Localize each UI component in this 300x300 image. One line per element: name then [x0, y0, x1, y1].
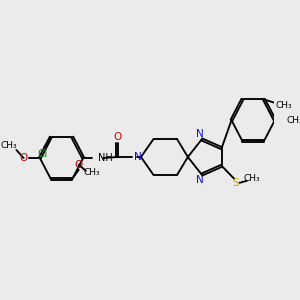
Text: CH₃: CH₃ [286, 116, 300, 125]
Text: N: N [134, 152, 142, 162]
Text: CH₃: CH₃ [1, 142, 17, 151]
Text: CH₃: CH₃ [84, 168, 101, 177]
Text: O: O [74, 160, 83, 170]
Text: S: S [233, 178, 239, 188]
Text: O: O [113, 132, 122, 142]
Text: Cl: Cl [38, 149, 48, 159]
Text: CH₃: CH₃ [275, 101, 292, 110]
Text: N: N [196, 175, 204, 184]
Text: N: N [196, 129, 204, 140]
Text: O: O [20, 153, 28, 163]
Text: CH₃: CH₃ [244, 174, 261, 183]
Text: NH: NH [98, 153, 112, 163]
